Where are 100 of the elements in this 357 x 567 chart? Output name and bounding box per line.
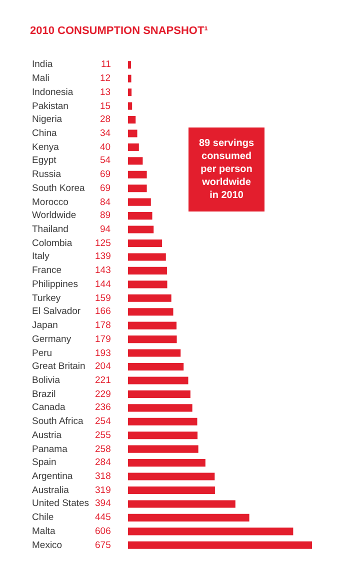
bar [128,280,168,288]
y-tick-label: Argentina [32,471,74,482]
data-label: 54 [100,155,111,166]
bar [128,528,294,536]
data-label: 394 [95,498,111,509]
y-tick-label: Brazil [32,389,56,400]
y-tick-label: France [32,265,62,276]
y-tick-label: Malta [32,526,56,537]
data-label: 675 [95,540,111,551]
data-label: 221 [95,375,111,386]
bar [128,514,250,522]
bar [128,61,131,69]
bar [128,404,192,412]
data-label: 193 [95,348,111,359]
data-label: 284 [95,457,111,468]
bar [128,486,215,494]
data-label: 34 [100,128,111,139]
y-tick-label: Pakistan [32,101,68,112]
data-label: 13 [100,87,111,98]
data-label: 28 [100,114,111,125]
y-tick-label: United States [32,498,90,509]
bar [128,226,154,234]
y-tick-label: Indonesia [32,87,74,98]
data-label: 255 [95,430,111,441]
bar [128,184,147,192]
y-tick-label: Russia [32,169,62,180]
data-label: 94 [100,224,111,235]
bar [128,294,172,302]
bar [128,266,167,274]
data-label: 159 [95,293,111,304]
data-label: 179 [95,334,111,345]
data-label: 89 [100,210,111,221]
bar [128,74,132,82]
data-label: 258 [95,444,111,455]
y-tick-label: Chile [32,512,54,523]
y-tick-label: Spain [32,457,56,468]
bar [128,541,312,549]
y-tick-label: China [32,128,58,139]
y-tick-label: Germany [32,334,72,345]
bar [128,143,139,151]
bar [128,376,188,384]
data-label: 139 [95,251,111,262]
y-tick-label: Italy [32,251,50,262]
y-tick-label: Bolivia [32,375,61,386]
bar [128,170,147,178]
y-tick-label: Canada [32,402,66,413]
bar [128,88,132,96]
bar [128,349,181,357]
data-label: 229 [95,389,111,400]
data-label: 40 [100,142,111,153]
data-label: 166 [95,306,111,317]
bar [128,362,184,371]
bar [128,212,152,220]
y-tick-label: Colombia [32,238,73,249]
annotation: 89 servings consumed per person worldwide in 2010 [199,138,254,201]
bar [128,322,177,330]
bar [128,130,138,138]
data-label: 606 [95,526,111,537]
data-label: 15 [100,101,111,112]
y-tick-label: Peru [32,348,52,359]
y-tick-label: Nigeria [32,114,63,125]
y-tick-label: India [32,59,54,70]
bar [128,445,198,453]
data-label: 254 [95,416,111,427]
y-tick-label: Great Britain [32,361,86,372]
y-tick-label: Austria [32,430,62,441]
bar [128,157,143,165]
data-label: 84 [100,197,111,208]
data-label: 11 [101,59,111,70]
data-label: 12 [100,73,111,84]
y-tick-label: Kenya [32,142,60,153]
data-label: 178 [95,320,111,331]
bar [128,459,206,467]
y-tick-label: Turkey [32,293,61,304]
bar [128,308,174,316]
chart-title: 2010 CONSUMPTION SNAPSHOT¹ [30,24,208,37]
data-label: 144 [95,279,111,290]
bar [128,336,177,344]
bar [128,418,198,426]
bar [128,390,190,398]
y-tick-label: Morocco [32,197,68,208]
bar [128,432,198,440]
bar [128,102,132,110]
y-tick-label: Mexico [32,540,62,551]
data-label: 236 [95,402,111,413]
bar [128,472,215,480]
bar [128,500,236,508]
data-label: 69 [100,169,111,180]
data-label: 143 [95,265,111,276]
data-label: 318 [95,471,111,482]
data-label: 204 [95,361,111,372]
data-label: 125 [95,238,111,249]
y-tick-label: Worldwide [32,210,76,221]
bar [128,116,136,124]
y-tick-label: Japan [32,320,58,331]
y-tick-label: Mali [32,73,50,84]
y-tick-label: South Africa [32,416,84,427]
y-tick-label: El Salvador [32,306,81,317]
y-tick-label: Thailand [32,224,68,235]
bar [128,198,151,206]
